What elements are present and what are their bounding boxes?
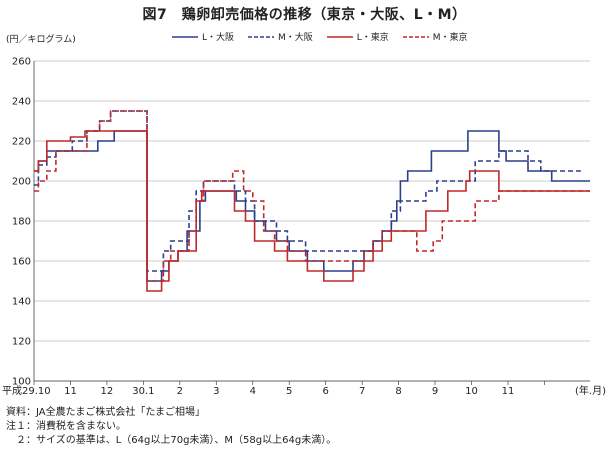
x-tick-label: 5	[286, 386, 292, 397]
footnote-2: ２：サイズの基準は、L（64g以上70g未満）、M（58g以上64g未満）。	[6, 435, 337, 446]
legend-line-icon	[326, 35, 353, 38]
x-tick-label: 平成29.10	[2, 385, 51, 397]
legend-dashed-line-icon	[402, 35, 429, 38]
x-tick-label: 2	[177, 386, 183, 397]
legend-item-l-osaka: L・大阪	[172, 30, 234, 43]
chart-title: 図7 鶏卵卸売価格の推移（東京・大阪、L・M）	[142, 7, 467, 23]
x-tick-label: 6	[322, 386, 328, 397]
legend-label: M・大阪	[278, 33, 313, 43]
legend-line-icon	[172, 35, 198, 38]
legend-label: M・東京	[432, 33, 468, 43]
series-line-3	[34, 110, 590, 282]
y-tick-label: 200	[12, 177, 31, 188]
x-axis-unit-label: (年.月)	[575, 384, 606, 397]
legend-label: L・大阪	[202, 33, 235, 43]
y-axis-unit-label: (円／キログラム)	[6, 35, 76, 45]
y-tick-label: 140	[12, 297, 31, 308]
x-tick-label: 9	[432, 386, 438, 397]
x-tick-label: 3	[213, 386, 219, 397]
y-tick-label: 160	[12, 257, 31, 268]
source-note: 資料：JA全農たまご株式会社「たまご相場」	[6, 407, 206, 418]
x-tick-label: 8	[395, 386, 401, 397]
legend-label: L・東京	[356, 33, 389, 43]
legend-dashed-line-icon	[248, 35, 275, 38]
chart-notes: 資料：JA全農たまご株式会社「たまご相場」 注１：消費税を含まない。 ２：サイズ…	[6, 406, 336, 448]
x-tick-label: 12	[101, 386, 114, 397]
chart-legend: L・大阪 M・大阪 L・東京 M・東京	[172, 30, 468, 43]
y-tick-label: 260	[12, 57, 31, 68]
series-line-0	[34, 130, 590, 282]
x-tick-label: 4	[250, 386, 256, 397]
y-tick-label: 220	[12, 137, 31, 148]
footnote-1: 注１：消費税を含まない。	[6, 421, 126, 432]
line-chart: 100 120 140 160 180 200 220 240 260 平成29.10 11 12 30…	[2, 57, 606, 398]
x-tick-label: 7	[359, 386, 365, 397]
series-line-2	[34, 130, 590, 292]
x-tick-label: 11	[502, 386, 515, 397]
legend-item-m-osaka: M・大阪	[248, 30, 313, 43]
x-tick-label: 11	[64, 386, 77, 397]
legend-item-l-tokyo: L・東京	[326, 30, 389, 43]
x-tick-label: 30.1	[132, 386, 154, 397]
y-tick-label: 240	[12, 97, 31, 108]
y-tick-label: 120	[12, 337, 31, 348]
x-tick-label: 10	[465, 386, 478, 397]
y-tick-label: 100	[12, 377, 31, 388]
y-tick-label: 180	[12, 217, 31, 228]
legend-item-m-tokyo: M・東京	[402, 30, 468, 43]
